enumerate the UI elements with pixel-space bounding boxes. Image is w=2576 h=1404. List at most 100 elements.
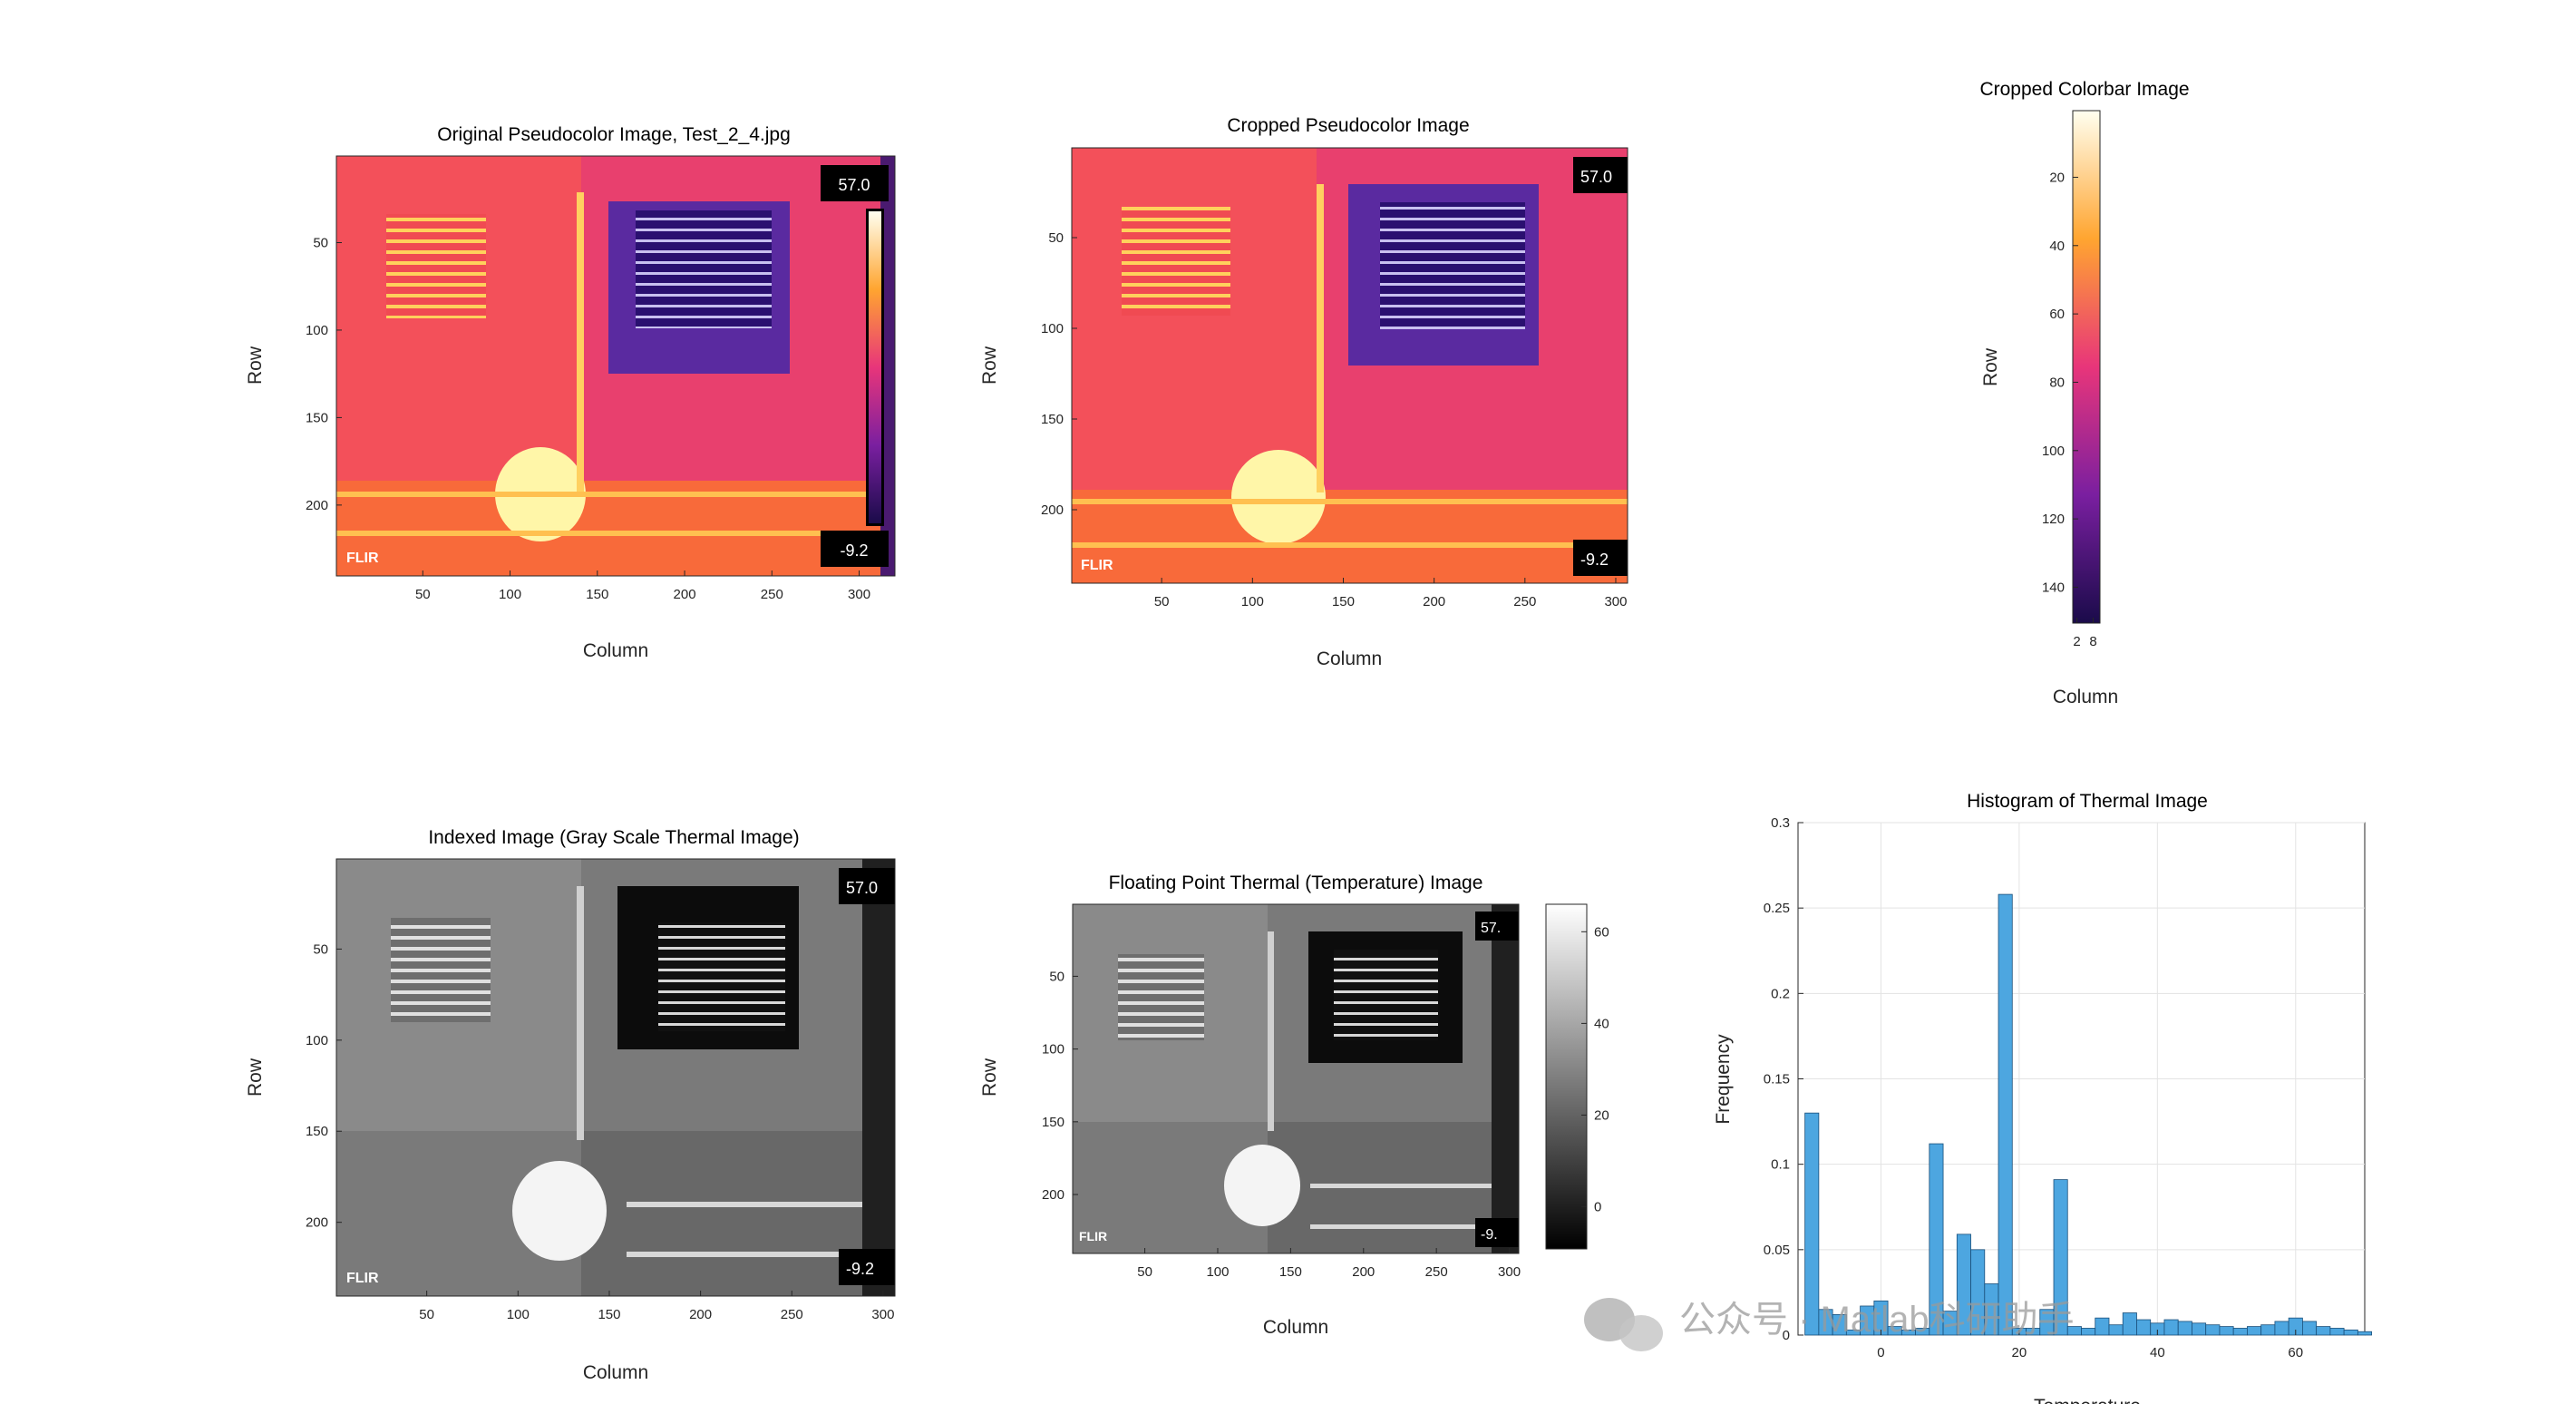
histogram-bar [2136, 1319, 2152, 1336]
temperature-colorbar: 0 20 40 60 [1545, 903, 1609, 1250]
panel-title: Floating Point Thermal (Temperature) Ima… [1109, 873, 1483, 893]
y-tick-label: 0.1 [1771, 1157, 1790, 1173]
histogram-bar [2260, 1324, 2276, 1336]
x-tick-label: 300 [848, 587, 870, 602]
x-tick-label: 2 [2073, 634, 2080, 649]
y-axis-label: Row [245, 1058, 266, 1097]
overlay-min-badge: -9. [1475, 1218, 1519, 1247]
y-tick-label: 100 [306, 323, 328, 338]
panel-indexed-gray: Indexed Image (Gray Scale Thermal Image)… [245, 827, 896, 1383]
y-tick-label: 200 [306, 498, 328, 513]
overlay-max-badge: 57. [1475, 912, 1519, 941]
x-tick-label: 300 [1604, 594, 1627, 609]
histogram-bar [2232, 1328, 2248, 1336]
y-tick-label: 0.25 [1764, 901, 1790, 916]
x-tick-label: 150 [598, 1307, 620, 1322]
y-axis-label: Frequency [1713, 1034, 1734, 1125]
y-tick-label: 50 [1048, 230, 1064, 246]
y-tick-label: 80 [2049, 375, 2065, 390]
x-tick-label: 250 [761, 587, 783, 602]
flir-logo: FLIR [1081, 558, 1113, 573]
histogram-bar [2081, 1328, 2096, 1336]
y-axis-label: Row [979, 1058, 1000, 1097]
x-tick-label: 200 [1423, 594, 1445, 609]
colorbar-tick-label: 20 [1594, 1107, 1609, 1123]
svg-text:-9.2: -9.2 [846, 1260, 874, 1278]
y-tick-label: 0.2 [1771, 986, 1790, 1001]
y-tick-label: 150 [306, 410, 328, 425]
y-axis-label: Row [245, 346, 266, 385]
histogram-bar [2108, 1324, 2124, 1336]
x-tick-label: 100 [507, 1307, 530, 1322]
x-tick-label: 300 [871, 1307, 894, 1322]
x-axis-label: Column [1263, 1317, 1328, 1338]
histogram-bar [2302, 1321, 2318, 1336]
x-axis-label: Column [583, 1362, 648, 1383]
x-tick-label: 200 [674, 587, 696, 602]
x-tick-label: 100 [1206, 1264, 1229, 1280]
thermal-image-gray [336, 859, 895, 1296]
panel-floating-thermal: Floating Point Thermal (Temperature) Ima… [979, 873, 1609, 1338]
histogram-bar [2329, 1328, 2345, 1336]
x-tick-label: 8 [2089, 634, 2096, 649]
y-tick-label: 0 [1783, 1328, 1790, 1343]
flir-logo: FLIR [1079, 1229, 1107, 1243]
y-tick-label: 200 [1041, 502, 1064, 518]
thermal-image-float [1073, 904, 1519, 1253]
x-tick-label: 60 [2288, 1345, 2303, 1360]
y-tick-label: 150 [1042, 1115, 1064, 1130]
histogram-bar [2274, 1321, 2289, 1336]
svg-text:57.0: 57.0 [846, 879, 878, 897]
flir-logo: FLIR [346, 1271, 379, 1286]
histogram-bar [2357, 1331, 2373, 1336]
panel-title: Cropped Pseudocolor Image [1227, 115, 1469, 136]
y-axis-label: Row [1980, 347, 2001, 386]
colorbar-tick-label: 0 [1594, 1200, 1601, 1215]
x-tick-label: 250 [1425, 1264, 1448, 1280]
y-tick-label: 50 [1049, 969, 1064, 984]
colorbar-strip [2073, 111, 2100, 623]
overlay-min-badge: -9.2 [839, 1249, 895, 1285]
svg-text:-9.2: -9.2 [1580, 551, 1609, 569]
histogram-bar [1929, 1143, 1944, 1336]
y-tick-label: 100 [1041, 321, 1064, 336]
y-tick-label: 120 [2042, 512, 2065, 527]
histogram-bar [2316, 1326, 2331, 1336]
panel-title: Original Pseudocolor Image, Test_2_4.jpg [437, 124, 791, 145]
y-tick-label: 60 [2049, 307, 2065, 322]
y-tick-label: 200 [306, 1215, 328, 1231]
histogram-bar [2163, 1319, 2179, 1336]
x-tick-label: 250 [1513, 594, 1536, 609]
colorbar-tick-label: 60 [1594, 924, 1609, 940]
panel-title: Histogram of Thermal Image [1967, 791, 2208, 812]
overlay-max-badge: 57.0 [839, 868, 895, 904]
x-tick-label: 50 [1154, 594, 1170, 609]
x-tick-label: 100 [499, 587, 521, 602]
y-tick-label: 40 [2049, 239, 2065, 254]
x-axis-label: Column [583, 640, 648, 661]
x-tick-label: 50 [419, 1307, 434, 1322]
panel-histogram: Histogram of Thermal Image 0 20 40 60 0 0.05… [1713, 791, 2373, 1404]
x-tick-label: 200 [689, 1307, 712, 1322]
svg-text:-9.2: -9.2 [840, 541, 868, 560]
y-tick-label: 0.05 [1764, 1243, 1790, 1258]
histogram-bar [2247, 1326, 2262, 1336]
overlay-colorbar [866, 209, 884, 526]
histogram-bar [1804, 1112, 1820, 1336]
y-tick-label: 150 [306, 1124, 328, 1139]
overlay-min-badge: -9.2 [821, 531, 889, 567]
svg-text:-9.: -9. [1481, 1227, 1498, 1243]
histogram-bar [2122, 1312, 2137, 1336]
x-tick-label: 40 [2150, 1345, 2165, 1360]
y-tick-label: 20 [2049, 170, 2065, 185]
x-tick-label: 20 [2012, 1345, 2027, 1360]
colorbar-tick-label: 40 [1594, 1016, 1609, 1031]
histogram-bar [2205, 1324, 2221, 1336]
x-tick-label: 0 [1877, 1345, 1884, 1360]
x-tick-label: 100 [1241, 594, 1264, 609]
wechat-icon [1584, 1298, 1663, 1351]
x-tick-label: 150 [1332, 594, 1355, 609]
x-axis-label: Column [2053, 687, 2118, 707]
panel-original-pseudocolor: Original Pseudocolor Image, Test_2_4.jpg… [245, 124, 896, 661]
